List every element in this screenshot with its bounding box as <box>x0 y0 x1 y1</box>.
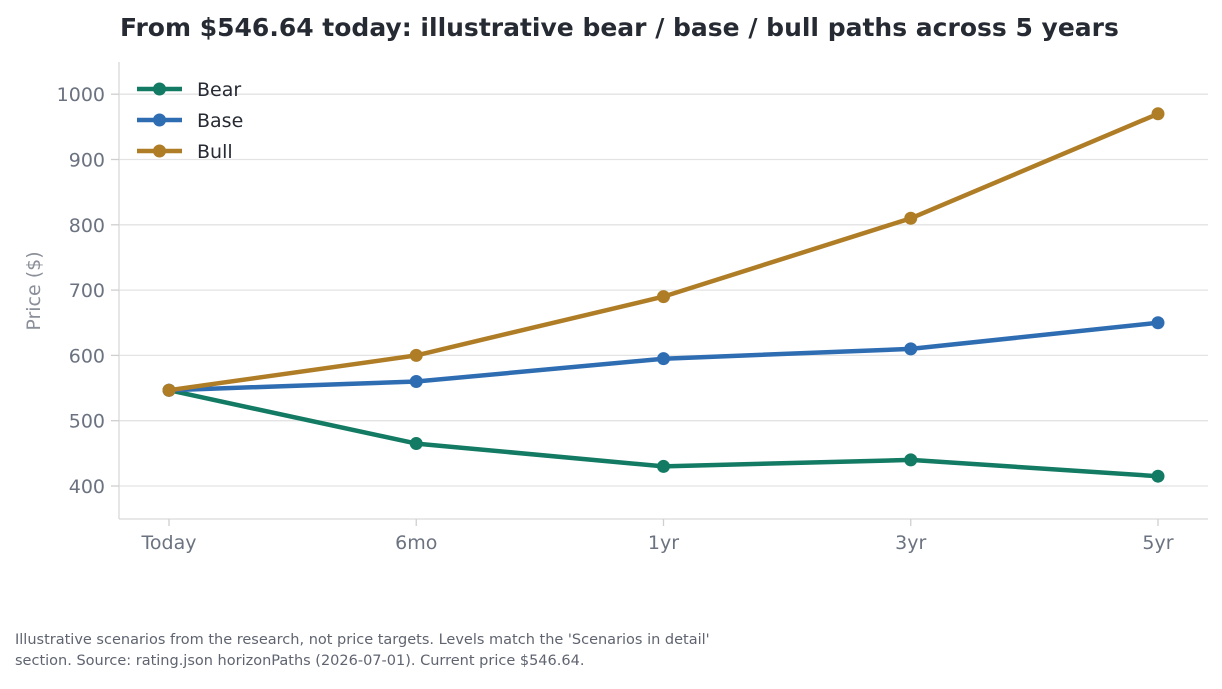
data-point-bull <box>162 383 176 397</box>
series-bear <box>162 383 1165 483</box>
x-tick-labels: Today 6mo 1yr 3yr 5yr <box>141 519 1174 554</box>
legend-swatch-marker <box>153 113 166 127</box>
legend: Bear Base Bull <box>137 79 243 163</box>
legend-item-bull: Bull <box>137 141 233 163</box>
y-axis-label: Price ($) <box>23 251 45 330</box>
x-tick-label: 3yr <box>895 532 926 554</box>
data-point-base <box>904 342 918 356</box>
data-point-base <box>409 375 423 389</box>
series-group <box>162 107 1165 483</box>
legend-swatch-marker <box>153 144 166 158</box>
data-point-bull <box>904 211 918 225</box>
data-point-bear <box>657 459 670 473</box>
legend-item-base: Base <box>137 110 243 132</box>
legend-label: Bear <box>197 79 241 101</box>
legend-label: Bull <box>197 141 233 163</box>
data-point-bear <box>904 453 918 467</box>
legend-label: Base <box>197 110 243 132</box>
y-tick-label: 900 <box>69 150 105 172</box>
y-tick-label: 700 <box>69 280 105 302</box>
y-tick-label: 400 <box>69 476 105 498</box>
x-tick-label: Today <box>141 532 197 554</box>
data-point-bear <box>409 437 423 451</box>
legend-swatch-marker <box>153 82 166 96</box>
data-point-bear <box>1151 469 1165 483</box>
data-point-bull <box>657 290 670 304</box>
chart-title: From $546.64 today: illustrative bear / … <box>120 13 1119 42</box>
x-tick-label: 5yr <box>1142 532 1173 554</box>
series-base <box>162 316 1165 397</box>
series-bull <box>162 107 1165 397</box>
y-tick-label: 600 <box>69 345 105 367</box>
line-chart: From $546.64 today: illustrative bear / … <box>23 13 1208 554</box>
data-point-base <box>1151 316 1165 330</box>
y-tick-labels: 400 500 600 700 800 900 1000 <box>57 84 119 498</box>
y-tick-label: 500 <box>69 411 105 433</box>
x-tick-label: 1yr <box>648 532 679 554</box>
grid-lines <box>119 93 1208 487</box>
x-tick-label: 6mo <box>395 532 437 554</box>
y-tick-label: 800 <box>69 215 105 237</box>
data-point-bull <box>409 348 423 362</box>
y-tick-label: 1000 <box>57 84 105 106</box>
footnote-line-1: Illustrative scenarios from the research… <box>15 632 710 648</box>
data-point-base <box>657 352 670 366</box>
footnote: Illustrative scenarios from the research… <box>15 630 775 672</box>
footnote-line-2: section. Source: rating.json horizonPath… <box>15 653 585 669</box>
legend-item-bear: Bear <box>137 79 241 101</box>
data-point-bull <box>1151 107 1165 121</box>
series-line-bull <box>166 111 1161 393</box>
